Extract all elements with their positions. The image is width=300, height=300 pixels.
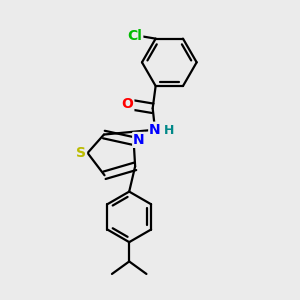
Text: O: O [122, 97, 133, 111]
Text: Cl: Cl [128, 29, 142, 43]
Text: S: S [76, 146, 86, 160]
Text: H: H [164, 124, 175, 137]
Text: N: N [149, 123, 161, 137]
Text: N: N [133, 133, 145, 147]
